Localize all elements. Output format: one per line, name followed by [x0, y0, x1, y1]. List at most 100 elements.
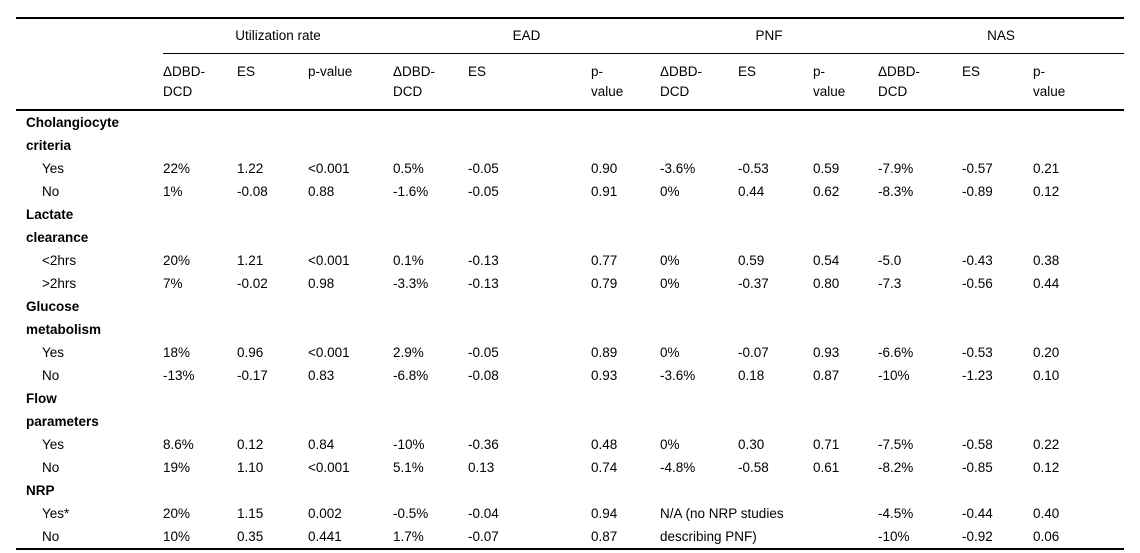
value-cell: <0.001: [308, 459, 350, 475]
value-cell: -3.6%: [660, 367, 696, 383]
value-cell: -4.5%: [878, 505, 914, 521]
value-cell: -0.56: [962, 275, 993, 291]
value-cell: -0.08: [468, 367, 499, 383]
section-row: Lactate clearance: [16, 203, 1124, 249]
value-cell: 0.48: [591, 436, 618, 452]
value-cell: 19%: [163, 459, 191, 475]
section-row: Glucose metabolism: [16, 295, 1124, 341]
value-cell: -0.02: [237, 275, 268, 291]
value-cell: 0.84: [308, 436, 335, 452]
data-row: Yes 18% 0.96 <0.001 2.9% -0.05 0.89 0% -0.07 0.93…: [16, 341, 1124, 364]
value-cell: -0.04: [468, 505, 499, 521]
na-note: N/A (no NRP studies: [660, 505, 784, 521]
value-cell: <0.001: [308, 252, 350, 268]
value-cell: 0.44: [738, 183, 765, 199]
column-header-es: ES: [962, 53, 1034, 111]
value-cell: -0.57: [962, 160, 993, 176]
value-cell: 0.80: [813, 275, 840, 291]
value-cell: -13%: [163, 367, 195, 383]
value-cell: -1.6%: [393, 183, 429, 199]
column-header-ddbd-dcd: ΔDBD- DCD: [393, 53, 468, 111]
value-cell: 0.98: [308, 275, 335, 291]
value-cell: 0.44: [1033, 275, 1060, 291]
column-header-p-value: p- value: [1033, 53, 1125, 111]
column-header-p-value: p- value: [813, 53, 879, 111]
value-cell: 0.22: [1033, 436, 1060, 452]
value-cell: <0.001: [308, 344, 350, 360]
value-cell: -6.8%: [393, 367, 429, 383]
column-header-row: ΔDBD- DCD ES p-value ΔDBD- DCD ES p- val…: [16, 53, 1125, 111]
value-cell: 0.002: [308, 505, 342, 521]
value-cell: 8.6%: [163, 436, 194, 452]
row-label: No: [42, 183, 60, 199]
value-cell: 0.61: [813, 459, 840, 475]
value-cell: 5.1%: [393, 459, 424, 475]
value-cell: -0.07: [468, 528, 499, 544]
column-header-ddbd-dcd: ΔDBD- DCD: [878, 53, 963, 111]
value-cell: -10%: [878, 528, 910, 544]
group-header-nas: NAS: [878, 18, 1125, 54]
value-cell: -0.13: [468, 252, 499, 268]
value-cell: -0.05: [468, 344, 499, 360]
value-cell: -0.05: [468, 183, 499, 199]
value-cell: 20%: [163, 505, 191, 521]
value-cell: 0.93: [813, 344, 840, 360]
section-row: Flow parameters: [16, 387, 1124, 433]
value-cell: -0.43: [962, 252, 993, 268]
value-cell: -0.08: [237, 183, 268, 199]
value-cell: 0.59: [738, 252, 765, 268]
value-cell: 0.12: [237, 436, 264, 452]
value-cell: -6.6%: [878, 344, 914, 360]
value-cell: 0.1%: [393, 252, 424, 268]
value-cell: -0.89: [962, 183, 993, 199]
row-label: No: [42, 367, 60, 383]
column-header-es: ES: [738, 53, 814, 111]
value-cell: 0.83: [308, 367, 335, 383]
value-cell: 0.87: [813, 367, 840, 383]
value-cell: 0.59: [813, 160, 840, 176]
column-header-p-value: p-value: [308, 53, 393, 111]
value-cell: 1.21: [237, 252, 264, 268]
section-label: Glucose metabolism: [26, 298, 102, 337]
value-cell: 0.20: [1033, 344, 1060, 360]
value-cell: -10%: [878, 367, 910, 383]
value-cell: -8.2%: [878, 459, 914, 475]
column-header-p-value: p- value: [591, 53, 661, 111]
value-cell: -3.3%: [393, 275, 429, 291]
value-cell: 0.88: [308, 183, 335, 199]
value-cell: 0.89: [591, 344, 618, 360]
value-cell: -0.17: [237, 367, 268, 383]
value-cell: 7%: [163, 275, 183, 291]
value-cell: 0.18: [738, 367, 765, 383]
section-row: NRP: [16, 479, 1124, 502]
value-cell: -0.36: [468, 436, 499, 452]
data-row: Yes 22% 1.22 <0.001 0.5% -0.05 0.90 -3.6% -0.53 0…: [16, 157, 1124, 180]
row-label: Yes: [42, 160, 65, 176]
value-cell: 0.12: [1033, 459, 1060, 475]
value-cell: 0%: [660, 344, 680, 360]
na-note: describing PNF): [660, 528, 757, 544]
value-cell: 0.96: [237, 344, 264, 360]
value-cell: 0.5%: [393, 160, 424, 176]
value-cell: -3.6%: [660, 160, 696, 176]
value-cell: <0.001: [308, 160, 350, 176]
value-cell: 2.9%: [393, 344, 424, 360]
value-cell: -1.23: [962, 367, 993, 383]
value-cell: -0.53: [962, 344, 993, 360]
value-cell: 22%: [163, 160, 191, 176]
row-label: Yes: [42, 436, 65, 452]
value-cell: -0.05: [468, 160, 499, 176]
value-cell: 10%: [163, 528, 191, 544]
row-label: No: [42, 459, 60, 475]
value-cell: -4.8%: [660, 459, 696, 475]
data-row: Yes* 20% 1.15 0.002 -0.5% -0.04 0.94 N/A (no NR…: [16, 502, 1124, 525]
data-row: No 1% -0.08 0.88 -1.6% -0.05 0.91 0% 0.44 0.62 -8.…: [16, 180, 1124, 203]
row-label: Yes: [42, 344, 65, 360]
value-cell: -10%: [393, 436, 425, 452]
value-cell: -8.3%: [878, 183, 914, 199]
outcomes-table: Utilization rate EAD PNF NAS ΔDBD- DCD E…: [16, 17, 1125, 550]
value-cell: -0.44: [962, 505, 993, 521]
row-label: No: [42, 528, 60, 544]
value-cell: 0.79: [591, 275, 618, 291]
